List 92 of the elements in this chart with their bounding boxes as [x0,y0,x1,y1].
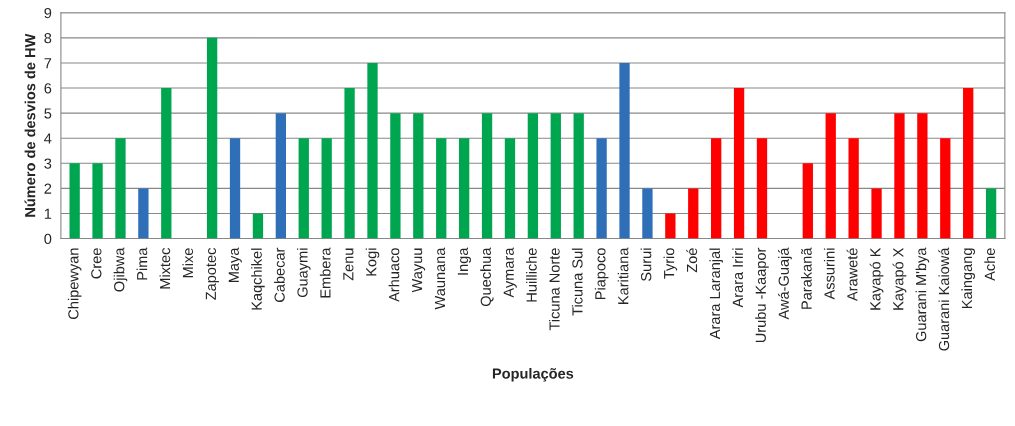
x-tick-label: Awá-Guajá [778,247,792,320]
bar [458,138,470,239]
bar [481,113,493,239]
bar [871,188,882,239]
x-tick-label: Maya [228,247,242,283]
x-tick-label: Inga [457,247,471,275]
bar [413,113,424,239]
bar [619,62,630,239]
x-tick-label: Parakanã [801,247,812,309]
x-tick-label: Huilliche [526,248,537,302]
bar [115,138,126,239]
y-tick-label: 1 [44,208,52,219]
y-tick-label: 8 [44,32,52,44]
bar [894,113,905,239]
x-tick-label: Ache [984,248,996,281]
bar [550,113,561,239]
bar [642,188,653,239]
x-tick-label: Waunana [434,247,446,310]
x-tick-label: Ticuna Norte [548,248,560,331]
bar [756,138,768,239]
x-tick-label: Urubu -Kaapor [755,247,769,343]
bar [504,138,516,239]
x-tick-label: Ojibwa [113,247,128,292]
bar [527,113,539,239]
bar [711,138,722,239]
x-tick-label: Arara Iriri [732,248,743,308]
x-axis-title: Populações [492,368,574,382]
bar [252,213,264,239]
y-tick-label: 3 [44,158,52,169]
x-tick-label: Surui [640,248,652,281]
bar [298,138,309,239]
x-tick-label: Kaingang [961,248,975,309]
bar [321,138,332,239]
x-tick-label: Guarani Kaiowá [938,247,950,351]
x-tick-label: Aymara [503,247,517,298]
x-tick-label: Quechua [480,247,494,307]
bar [848,138,859,239]
x-tick-label: Mixe [182,248,194,278]
bar [940,138,951,239]
x-tick-label: Arhuaco [388,248,400,302]
bar [344,88,355,239]
bar [917,113,928,239]
bar [665,213,676,239]
bar [206,37,218,239]
bar [367,62,378,239]
x-tick-label: Tyrio [663,248,678,279]
bar [963,88,974,239]
y-tick-label: 4 [44,133,52,144]
bar [161,88,172,239]
x-tick-label: Zapotec [205,247,219,300]
y-tick-label: 7 [44,58,52,69]
x-tick-label: Wayuu [412,248,426,293]
y-tick-label: 6 [44,83,52,94]
x-tick-label: Kogi [365,248,380,276]
bar [688,188,699,239]
bar [985,188,997,239]
bar [229,138,241,239]
y-tick-label: 9 [44,7,52,19]
y-axis-title: Número de desvios de HW [24,33,36,217]
bar [390,113,401,239]
bar [573,113,584,239]
x-tick-label: Zoé [686,248,698,273]
x-tick-label: Ticuna Sul [571,248,583,316]
x-tick-label: Kayapó X [892,247,907,310]
bar [436,138,447,239]
y-tick-label: 0 [44,233,52,244]
x-tick-label: Karitiana [617,247,629,304]
bar [275,113,286,239]
x-tick-label: Piapoco [594,248,609,300]
x-tick-label: Kayapó K [869,247,884,310]
x-tick-label: Mixtec [159,247,171,289]
bar [733,88,745,239]
bar [138,188,149,239]
y-tick-label: 5 [44,108,52,119]
x-tick-label: Cree [91,248,102,279]
x-tick-label: Kaqchikel [251,248,265,310]
x-tick-label: Guaymi [296,248,311,298]
x-tick-label: Chipewyan [67,248,82,319]
x-tick-label: Araweté [846,248,858,302]
bar [92,163,103,239]
x-tick-label: Zenu [343,248,354,281]
y-tick-label: 2 [44,183,52,194]
bar [802,163,813,239]
x-tick-label: Guarani M'bya [915,247,930,342]
bar [69,163,80,239]
bar [596,138,607,239]
x-tick-label: Arara Laranjal [709,248,723,340]
x-tick-label: Embera [319,247,331,298]
x-tick-label: Pima [136,247,148,280]
x-tick-label: Assurini [823,248,835,300]
x-tick-label: Cabecar [274,247,285,302]
bar [825,113,836,239]
